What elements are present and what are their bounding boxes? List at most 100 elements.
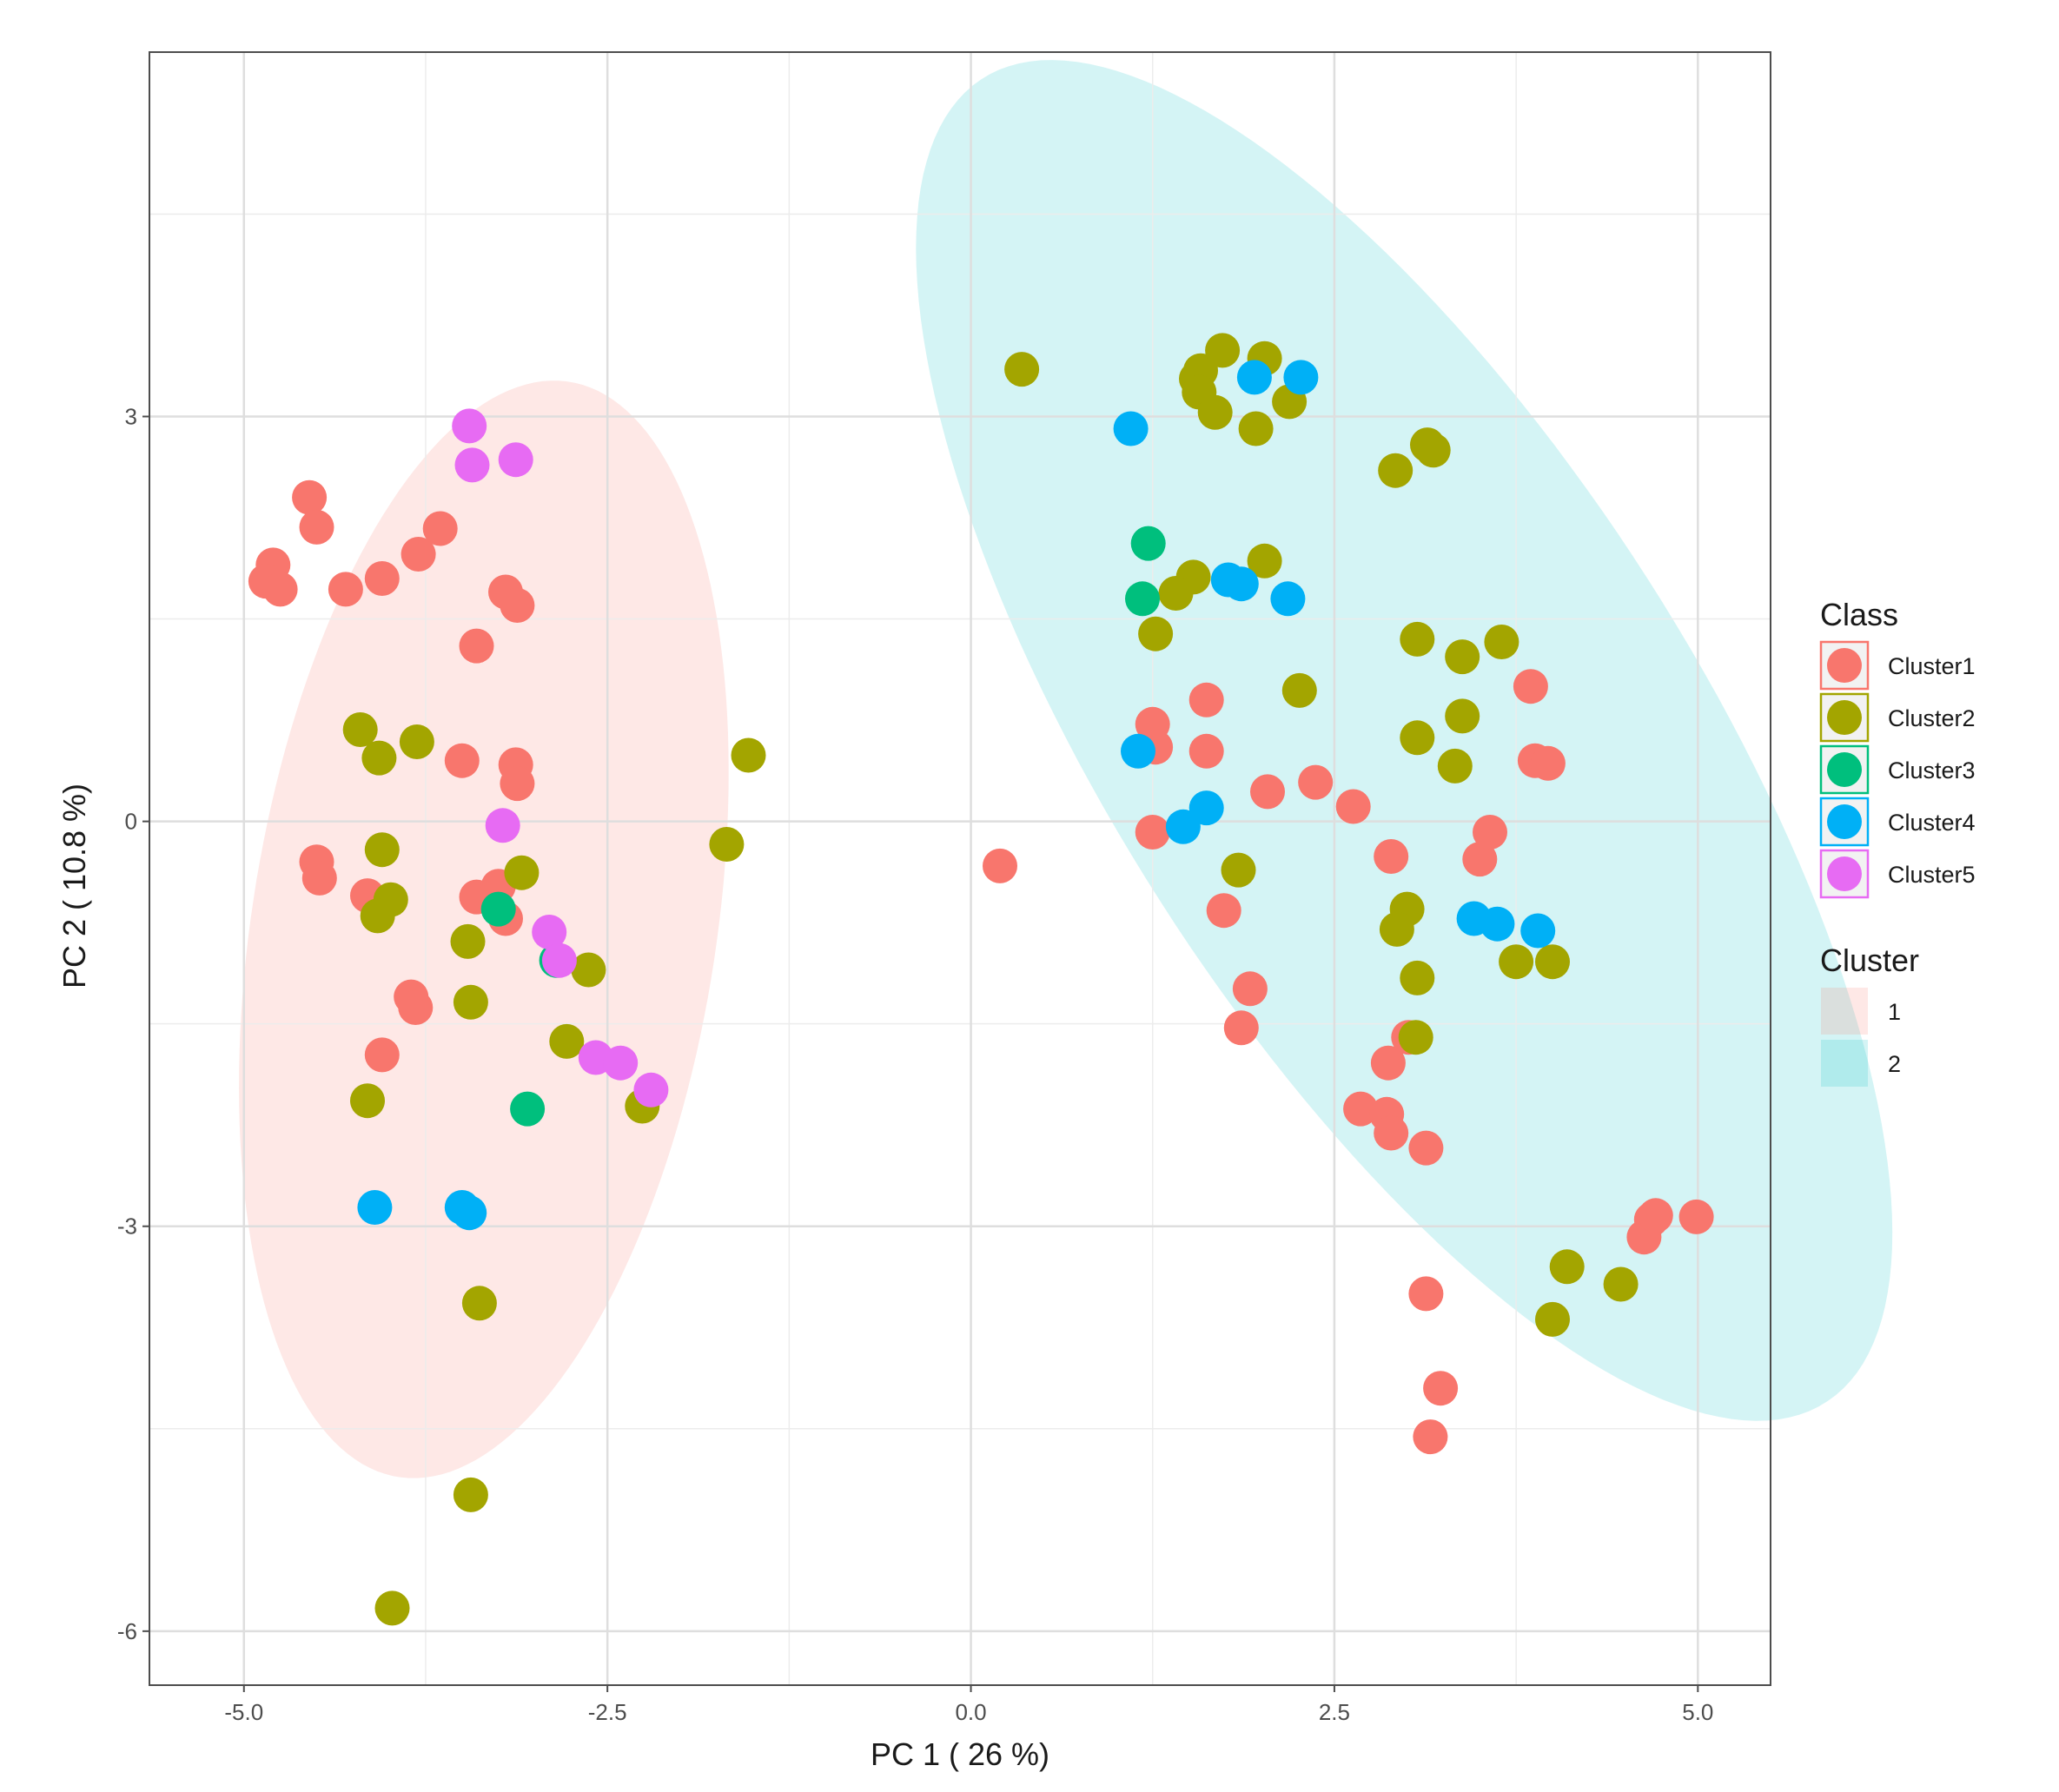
point-cluster2 — [1238, 411, 1274, 446]
panel-border — [149, 51, 1771, 1686]
legend-label: 1 — [1888, 999, 1901, 1025]
legend-key-dot — [1827, 648, 1862, 683]
point-cluster2 — [1445, 698, 1480, 734]
point-cluster2 — [453, 984, 488, 1020]
point-cluster2 — [1205, 333, 1241, 368]
point-cluster1 — [301, 860, 337, 896]
point-cluster2 — [731, 737, 766, 773]
y-tick-label: -3 — [117, 1213, 137, 1240]
point-cluster1 — [500, 766, 535, 802]
legend-key — [1821, 1040, 1868, 1087]
point-cluster4 — [1283, 360, 1319, 395]
point-cluster2 — [364, 832, 400, 868]
point-cluster1 — [1374, 1115, 1409, 1151]
legend-key-dot — [1827, 700, 1862, 735]
point-cluster1 — [422, 511, 458, 546]
legend-key-fill — [1821, 988, 1868, 1035]
point-cluster2 — [1281, 672, 1317, 708]
y-tick-label: -6 — [117, 1618, 137, 1644]
point-cluster1 — [1232, 971, 1268, 1007]
legend-title: Class — [1820, 597, 1898, 632]
point-cluster1 — [459, 628, 494, 664]
point-cluster1 — [1374, 839, 1409, 874]
point-cluster3 — [1130, 526, 1166, 561]
point-cluster2 — [1603, 1266, 1639, 1302]
point-cluster4 — [1270, 581, 1306, 617]
point-cluster4 — [1113, 411, 1149, 446]
point-cluster2 — [360, 898, 395, 934]
point-cluster1 — [1298, 764, 1334, 800]
point-cluster1 — [1678, 1199, 1714, 1234]
legend-label: 2 — [1888, 1051, 1901, 1077]
point-cluster2 — [1499, 944, 1534, 980]
point-cluster4 — [1480, 906, 1515, 942]
point-cluster1 — [1250, 774, 1285, 810]
point-cluster1 — [398, 990, 434, 1025]
legend-key — [1819, 692, 1870, 743]
point-cluster1 — [364, 1037, 400, 1073]
legend-key-dot — [1827, 856, 1862, 891]
point-cluster5 — [541, 942, 577, 978]
point-cluster1 — [292, 479, 328, 515]
x-tick-label: 0.0 — [955, 1699, 986, 1725]
point-cluster2 — [361, 740, 397, 776]
point-cluster1 — [1513, 669, 1548, 704]
point-cluster1 — [500, 588, 535, 623]
point-cluster1 — [1473, 815, 1507, 850]
point-cluster4 — [1236, 360, 1272, 395]
legends: ClassCluster1Cluster2Cluster3Cluster4Clu… — [1819, 597, 1976, 1087]
data-points — [248, 333, 1714, 1626]
legend-key — [1819, 640, 1870, 691]
point-cluster2 — [1138, 616, 1174, 651]
point-cluster1 — [401, 537, 436, 572]
point-cluster2 — [453, 1477, 488, 1512]
point-cluster1 — [1343, 1091, 1379, 1127]
point-cluster5 — [633, 1072, 669, 1108]
point-cluster1 — [1135, 815, 1170, 850]
point-cluster2 — [549, 1023, 585, 1059]
point-cluster1 — [364, 561, 400, 596]
point-cluster3 — [480, 891, 516, 927]
point-cluster2 — [1004, 352, 1040, 387]
point-cluster4 — [1520, 913, 1556, 949]
legend-label: Cluster4 — [1888, 810, 1976, 836]
point-cluster1 — [262, 572, 298, 607]
x-tick-label: -5.0 — [224, 1699, 263, 1725]
point-cluster1 — [1462, 842, 1498, 877]
point-cluster1 — [1370, 1045, 1406, 1081]
point-cluster5 — [603, 1045, 639, 1081]
point-cluster2 — [1158, 576, 1194, 611]
legend-cluster: Cluster 1 2 — [1820, 942, 1919, 1087]
point-cluster5 — [498, 442, 533, 478]
point-cluster1 — [444, 743, 480, 778]
legend-key-dot — [1827, 804, 1862, 839]
point-cluster1 — [1408, 1130, 1444, 1166]
point-cluster5 — [454, 447, 490, 483]
point-cluster4 — [357, 1190, 393, 1225]
point-cluster4 — [1223, 566, 1259, 602]
point-cluster2 — [504, 855, 540, 890]
point-cluster2 — [709, 827, 745, 862]
x-tick-label: 2.5 — [1319, 1699, 1350, 1725]
legend-title: Cluster — [1820, 942, 1919, 978]
legend-label: Cluster1 — [1888, 653, 1976, 679]
point-cluster2 — [1400, 621, 1435, 657]
legend-label: Cluster2 — [1888, 705, 1976, 731]
point-cluster2 — [1378, 453, 1413, 488]
y-tick-label: 3 — [125, 404, 137, 430]
point-cluster2 — [1549, 1249, 1585, 1285]
legend-class: Class Cluster1 Cluster2 Cluster3 Cluster4 Clu… — [1819, 597, 1976, 899]
point-cluster1 — [1206, 893, 1241, 929]
point-cluster2 — [1445, 639, 1480, 675]
legend-key — [1819, 849, 1870, 899]
point-cluster2 — [1247, 543, 1282, 579]
point-cluster5 — [485, 808, 520, 843]
point-cluster4 — [1165, 809, 1201, 844]
point-cluster5 — [532, 915, 567, 949]
point-cluster4 — [1121, 733, 1155, 769]
point-cluster1 — [1638, 1198, 1673, 1233]
point-cluster1 — [299, 509, 334, 545]
point-cluster2 — [1398, 1020, 1433, 1055]
point-cluster3 — [1125, 581, 1160, 617]
